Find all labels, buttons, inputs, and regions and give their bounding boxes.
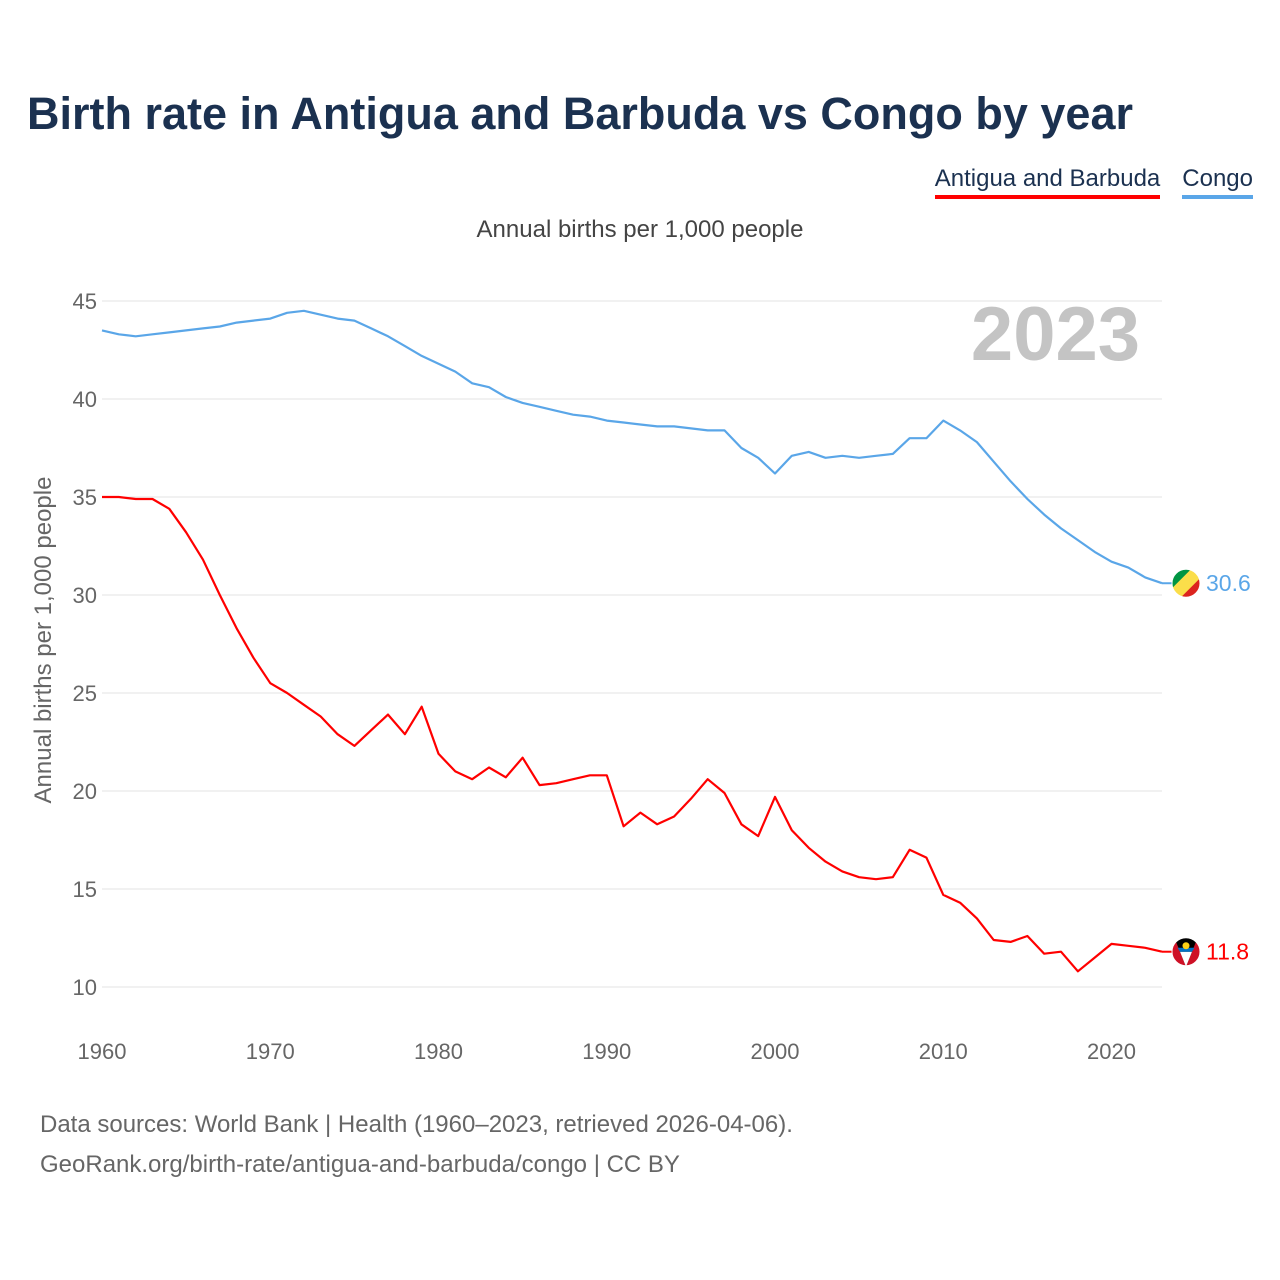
- grid-lines: [102, 300, 1162, 988]
- x-tick-label: 1980: [414, 1039, 463, 1064]
- x-tick-label: 1990: [582, 1039, 631, 1064]
- year-watermark: 2023: [971, 292, 1140, 377]
- chart-subtitle: Annual births per 1,000 people: [476, 216, 804, 243]
- x-axis-ticks: 1960 1970 1980 1990 2000 2010 2020: [78, 1039, 1136, 1064]
- y-axis-ticks: 10 15 20 25 30 35 40 45: [73, 289, 97, 1000]
- x-tick-label: 2020: [1087, 1039, 1136, 1064]
- y-tick-label: 40: [73, 387, 97, 412]
- end-markers: 11.8 30.6: [1162, 568, 1251, 967]
- x-tick-label: 1970: [246, 1039, 295, 1064]
- y-axis-label: Annual births per 1,000 people: [30, 477, 57, 804]
- x-tick-label: 1960: [78, 1039, 127, 1064]
- legend-item-antigua-and-barbuda[interactable]: Antigua and Barbuda: [934, 165, 1161, 199]
- y-tick-label: 20: [73, 779, 97, 804]
- end-value-label: 30.6: [1206, 570, 1251, 596]
- x-tick-label: 2000: [751, 1039, 800, 1064]
- x-tick-label: 2010: [919, 1039, 968, 1064]
- legend-item-congo[interactable]: Congo: [1182, 165, 1253, 199]
- series-lines: [101, 309, 1163, 973]
- chart-title: Birth rate in Antigua and Barbuda vs Con…: [27, 88, 1133, 139]
- legend: Antigua and Barbuda Congo: [934, 165, 1253, 199]
- y-tick-label: 45: [73, 289, 97, 314]
- footer: Data sources: World Bank | Health (1960–…: [40, 1105, 793, 1185]
- footer-sources: Data sources: World Bank | Health (1960–…: [40, 1111, 793, 1138]
- footer-url[interactable]: GeoRank.org/birth-rate/antigua-and-barbu…: [40, 1151, 680, 1178]
- end-value-label: 11.8: [1206, 939, 1249, 965]
- y-tick-label: 30: [73, 583, 97, 608]
- y-tick-label: 15: [73, 877, 97, 902]
- y-tick-label: 10: [73, 975, 97, 1000]
- congo-flag-icon: [1171, 568, 1201, 598]
- antigua-and-barbuda-flag-icon: [1171, 937, 1201, 967]
- y-tick-label: 25: [73, 681, 97, 706]
- series-line-antigua-and-barbuda: [102, 495, 1163, 973]
- series-line-congo: [101, 309, 1163, 585]
- y-tick-label: 35: [73, 485, 97, 510]
